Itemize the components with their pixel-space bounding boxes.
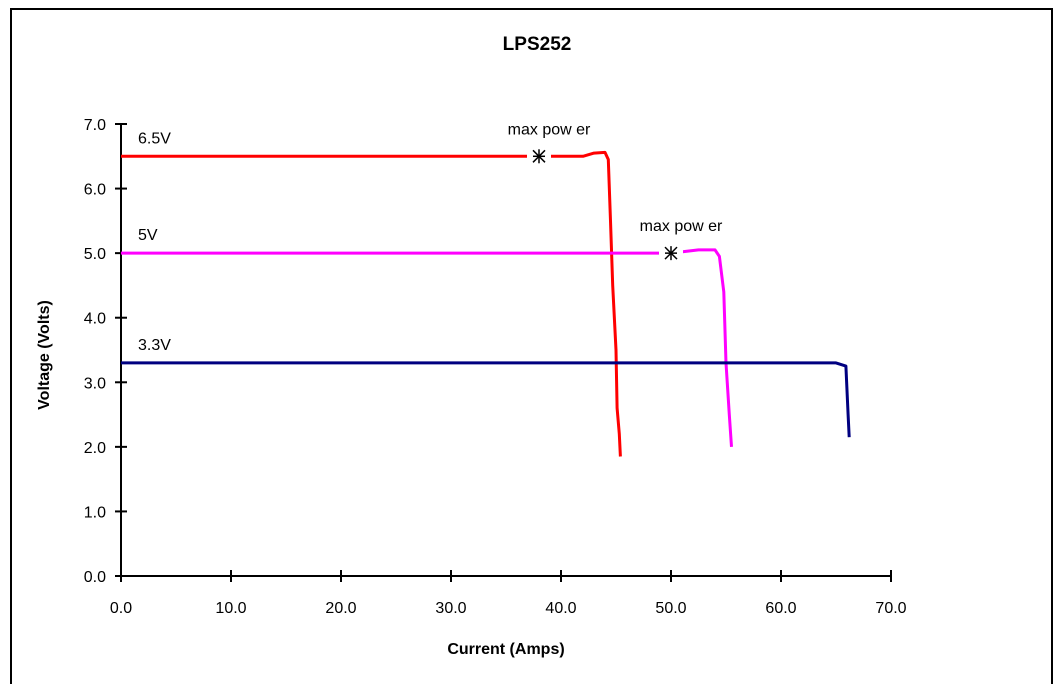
max-power-marker [532, 149, 546, 164]
x-axis-label: Current (Amps) [447, 641, 564, 658]
chart-title: LPS252 [503, 34, 572, 55]
x-tick-label: 70.0 [875, 600, 906, 617]
annotations-group: max pow er max pow er [508, 121, 723, 261]
series-line-6-5v [121, 150, 622, 457]
series-label: 5V [138, 227, 158, 244]
y-tick-label: 4.0 [84, 311, 106, 328]
y-tick-label: 3.0 [84, 375, 106, 392]
series-label: 6.5V [138, 130, 171, 147]
series-line-5v [121, 248, 733, 448]
max-power-label: max pow er [640, 218, 723, 235]
y-tick-label: 2.0 [84, 440, 106, 457]
y-tick-label: 6.0 [84, 182, 106, 199]
y-ticks: 0.0 1.0 2.0 3.0 4.0 5.0 6.0 7.0 [84, 117, 127, 586]
x-tick-label: 40.0 [545, 600, 576, 617]
x-ticks: 0.0 10.0 20.0 30.0 40.0 50.0 60.0 70.0 [110, 570, 907, 617]
max-power-marker [664, 246, 678, 261]
x-tick-label: 20.0 [325, 600, 356, 617]
series-label: 3.3V [138, 337, 171, 354]
max-power-label: max pow er [508, 121, 591, 138]
series-line-3-3v [121, 361, 851, 438]
y-axis-label: Voltage (Volts) [36, 300, 53, 410]
x-tick-label: 30.0 [435, 600, 466, 617]
x-tick-label: 50.0 [655, 600, 686, 617]
y-tick-label: 0.0 [84, 569, 106, 586]
chart-frame [10, 8, 1053, 684]
x-tick-label: 10.0 [215, 600, 246, 617]
x-tick-label: 0.0 [110, 600, 132, 617]
y-tick-label: 7.0 [84, 117, 106, 134]
y-tick-label: 1.0 [84, 504, 106, 521]
y-tick-label: 5.0 [84, 246, 106, 263]
series-group: 6.5V 5V 3.3V [121, 130, 851, 457]
x-tick-label: 60.0 [765, 600, 796, 617]
